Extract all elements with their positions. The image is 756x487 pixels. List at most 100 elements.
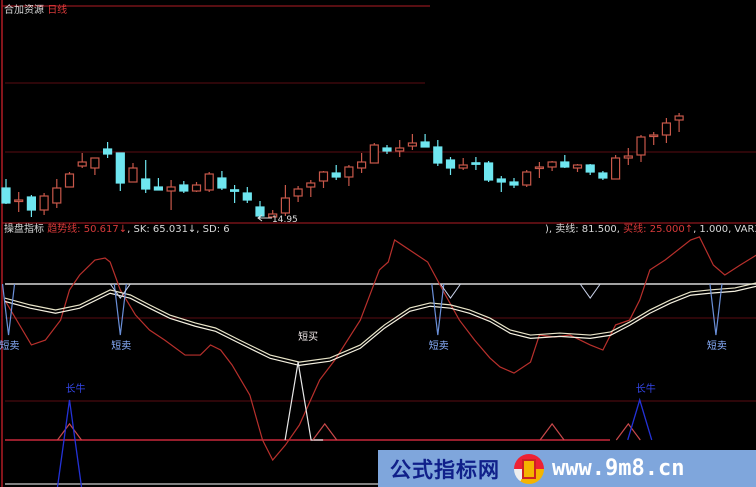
candle-body xyxy=(306,182,316,188)
candle xyxy=(598,171,608,180)
trend-label: 趋势线: xyxy=(47,224,81,235)
candle-body xyxy=(128,167,138,183)
main-header: 合加资源 日线 xyxy=(4,5,67,17)
candle-body xyxy=(661,122,672,136)
candle xyxy=(26,195,36,217)
candle xyxy=(331,165,341,180)
trend-value: 50.617↓ xyxy=(83,224,128,235)
candle-body xyxy=(344,166,354,178)
long-bull-marker xyxy=(56,399,83,487)
candle xyxy=(547,161,557,171)
candle-body xyxy=(179,184,189,192)
low-price-marker: 14.95 xyxy=(272,215,298,225)
candle xyxy=(14,192,24,212)
site-name: 公式指标网 xyxy=(390,457,500,482)
candle xyxy=(344,165,354,186)
series-line-SD xyxy=(4,285,756,367)
candle xyxy=(649,132,659,145)
candle xyxy=(420,134,430,148)
candle xyxy=(268,210,278,218)
candle-body xyxy=(204,173,214,191)
candle xyxy=(52,179,62,208)
candle-body xyxy=(39,195,49,211)
candle-body xyxy=(141,178,151,190)
candle xyxy=(318,171,329,188)
short-sell-label: 短卖 xyxy=(0,339,20,352)
candle-body xyxy=(458,164,468,169)
candle xyxy=(484,161,494,182)
short-sell-label: 短卖 xyxy=(429,339,449,352)
site-url: www.9m8.cn xyxy=(552,456,685,481)
candle-body xyxy=(14,199,24,203)
dip-marker xyxy=(579,283,601,299)
candle-body xyxy=(217,177,227,189)
candle xyxy=(141,160,151,193)
short-sell-marker xyxy=(113,283,127,336)
candle xyxy=(496,176,506,192)
long-bull-marker xyxy=(627,397,653,441)
bottom-triangle-marker xyxy=(615,422,641,441)
watermark-banner: 公式指标网 www.9m8.cn xyxy=(378,450,756,487)
candle xyxy=(471,157,481,170)
var-values: , 1.000, VAR30: xyxy=(693,224,756,235)
candle-body xyxy=(102,148,113,155)
candle-body xyxy=(52,187,62,204)
low-arrow-icon xyxy=(257,214,272,222)
candle-body xyxy=(598,172,608,179)
candle xyxy=(255,201,265,218)
candle xyxy=(509,178,519,188)
candle-body xyxy=(636,136,646,156)
candle-body xyxy=(268,213,278,218)
candle-body xyxy=(610,157,621,180)
short-sell-marker xyxy=(1,283,16,336)
candle-body xyxy=(191,184,202,192)
candle-body xyxy=(572,164,583,169)
candle-body xyxy=(64,173,75,188)
candle xyxy=(610,155,621,180)
candle-body xyxy=(293,188,303,197)
sell-line-value: ), 卖线: 81.500, xyxy=(545,224,624,235)
candle-body xyxy=(369,144,379,164)
candle xyxy=(115,152,125,191)
series-line-趋势线 xyxy=(4,236,756,462)
candle xyxy=(77,153,87,168)
candle xyxy=(560,155,570,168)
candle-body xyxy=(649,134,659,138)
candle-body xyxy=(153,186,163,191)
indicator-header-right: ), 卖线: 81.500, 买线: 25.000↑, 1.000, VAR30… xyxy=(545,224,756,236)
dip-marker xyxy=(109,283,131,299)
candle-body xyxy=(534,166,545,170)
candle-body xyxy=(382,147,392,152)
period-label[interactable]: 日线 xyxy=(47,5,68,16)
series-line-SK xyxy=(4,282,756,363)
short-sell-marker xyxy=(431,283,445,336)
candle xyxy=(522,170,532,187)
candle xyxy=(166,180,176,210)
bottom-triangle-marker xyxy=(539,422,565,441)
candle-body xyxy=(522,171,532,186)
candle-body xyxy=(585,164,595,173)
candle-body xyxy=(90,157,100,169)
candle xyxy=(280,185,290,216)
candle-body xyxy=(115,152,125,184)
short-sell-label: 短卖 xyxy=(707,339,727,352)
candle xyxy=(128,163,138,183)
candle-body xyxy=(242,192,252,201)
sk-sd-values: , SK: 65.031↓, SD: 6 xyxy=(127,224,230,235)
candle xyxy=(306,180,316,197)
indicator-header-left: 操盘指标 趋势线: 50.617↓, SK: 65.031↓, SD: 6 xyxy=(4,224,230,236)
candle-body xyxy=(496,178,506,183)
dip-marker xyxy=(440,283,461,299)
candle xyxy=(90,157,100,175)
candle-body xyxy=(509,181,519,186)
candle-body xyxy=(547,161,557,168)
candle xyxy=(445,157,456,175)
candle xyxy=(39,193,49,215)
indicator-name[interactable]: 操盘指标 xyxy=(4,224,44,235)
short-sell-label: 短卖 xyxy=(111,339,131,352)
bottom-triangle-marker xyxy=(312,422,338,441)
candle xyxy=(407,134,417,150)
candle-body xyxy=(484,162,494,181)
candle xyxy=(458,158,468,170)
